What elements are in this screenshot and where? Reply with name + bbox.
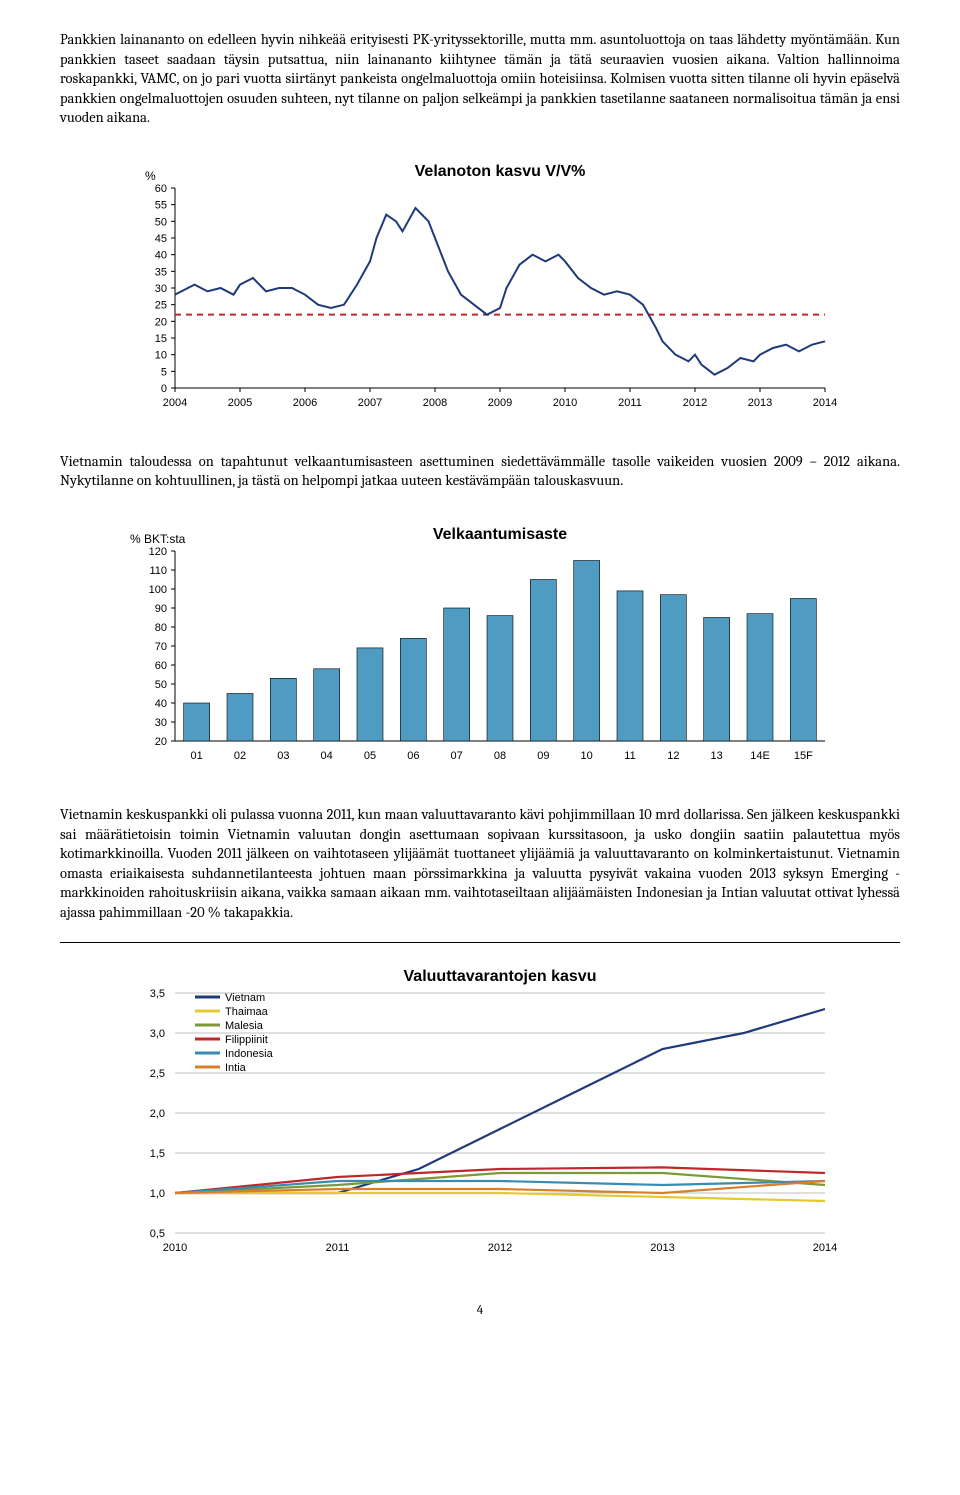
svg-text:05: 05 — [364, 750, 376, 762]
chart1-svg: Velanoton kasvu V/V%% 0 5 10 15 20 25 30 35 40 45 5… — [120, 158, 840, 418]
svg-text:120: 120 — [149, 546, 167, 558]
svg-text:2011: 2011 — [618, 397, 642, 409]
svg-text:60: 60 — [155, 660, 167, 672]
svg-text:80: 80 — [155, 622, 167, 634]
svg-text:100: 100 — [149, 584, 167, 596]
svg-text:2013: 2013 — [650, 1242, 674, 1254]
svg-text:Thaimaa: Thaimaa — [225, 1006, 269, 1018]
svg-text:04: 04 — [321, 750, 333, 762]
svg-text:Vietnam: Vietnam — [225, 992, 265, 1004]
svg-text:06: 06 — [407, 750, 419, 762]
svg-text:09: 09 — [537, 750, 549, 762]
paragraph-1: Pankkien lainananto on edelleen hyvin ni… — [60, 30, 900, 128]
svg-text:14E: 14E — [750, 750, 770, 762]
chart-velanoton-kasvu: Velanoton kasvu V/V%% 0 5 10 15 20 25 30 35 40 45 5… — [60, 148, 900, 428]
svg-text:35: 35 — [155, 266, 167, 278]
svg-text:Indonesia: Indonesia — [225, 1048, 274, 1060]
svg-text:0: 0 — [161, 383, 167, 395]
svg-text:3,5: 3,5 — [150, 988, 165, 1000]
svg-text:2012: 2012 — [683, 397, 707, 409]
svg-text:Filippiinit: Filippiinit — [225, 1034, 268, 1046]
svg-text:2013: 2013 — [748, 397, 772, 409]
svg-text:0,5: 0,5 — [150, 1228, 165, 1240]
svg-text:08: 08 — [494, 750, 506, 762]
svg-text:50: 50 — [155, 679, 167, 691]
svg-text:20: 20 — [155, 736, 167, 748]
svg-text:13: 13 — [711, 750, 723, 762]
svg-text:% BKT:sta: % BKT:sta — [130, 532, 186, 546]
svg-text:30: 30 — [155, 283, 167, 295]
svg-text:Valuuttavarantojen kasvu: Valuuttavarantojen kasvu — [404, 968, 597, 985]
svg-text:45: 45 — [155, 233, 167, 245]
svg-text:2008: 2008 — [423, 397, 447, 409]
svg-text:1,0: 1,0 — [150, 1188, 165, 1200]
svg-text:Velkaantumisaste: Velkaantumisaste — [433, 526, 567, 543]
svg-text:%: % — [145, 169, 156, 183]
svg-text:15: 15 — [155, 333, 167, 345]
svg-text:10: 10 — [581, 750, 593, 762]
svg-text:2010: 2010 — [163, 1242, 187, 1254]
svg-text:Intia: Intia — [225, 1062, 247, 1074]
svg-text:03: 03 — [277, 750, 289, 762]
chart3-svg: Valuuttavarantojen kasvu 0,5 1,0 1,5 2,0 2,5 3… — [120, 963, 840, 1263]
svg-text:40: 40 — [155, 698, 167, 710]
svg-text:5: 5 — [161, 366, 167, 378]
svg-text:2010: 2010 — [553, 397, 577, 409]
svg-text:2,0: 2,0 — [150, 1108, 165, 1120]
svg-text:110: 110 — [149, 565, 167, 577]
svg-text:10: 10 — [155, 349, 167, 361]
chart2-svg: Velkaantumisaste % BKT:sta 20 30 40 50 60 70 80 9… — [120, 521, 840, 771]
paragraph-2: Vietnamin taloudessa on tapahtunut velka… — [60, 452, 900, 491]
svg-text:30: 30 — [155, 717, 167, 729]
svg-text:15F: 15F — [794, 750, 813, 762]
svg-text:20: 20 — [155, 316, 167, 328]
svg-text:Malesia: Malesia — [225, 1020, 264, 1032]
svg-text:2012: 2012 — [488, 1242, 512, 1254]
svg-text:2014: 2014 — [813, 397, 837, 409]
svg-text:55: 55 — [155, 199, 167, 211]
svg-text:1,5: 1,5 — [150, 1148, 165, 1160]
svg-text:2007: 2007 — [358, 397, 382, 409]
svg-text:25: 25 — [155, 299, 167, 311]
svg-text:60: 60 — [155, 183, 167, 195]
svg-text:2004: 2004 — [163, 397, 187, 409]
chart-velkaantumisaste: Velkaantumisaste % BKT:sta 20 30 40 50 60 70 80 9… — [60, 511, 900, 781]
svg-text:2011: 2011 — [326, 1242, 350, 1254]
svg-text:11: 11 — [624, 750, 635, 762]
svg-text:3,0: 3,0 — [150, 1028, 165, 1040]
paragraph-3: Vietnamin keskuspankki oli pulassa vuonn… — [60, 805, 900, 922]
svg-text:50: 50 — [155, 216, 167, 228]
svg-text:2005: 2005 — [228, 397, 252, 409]
svg-text:40: 40 — [155, 249, 167, 261]
svg-text:2006: 2006 — [293, 397, 317, 409]
svg-text:2009: 2009 — [488, 397, 512, 409]
chart-valuuttavarantojen-kasvu: Valuuttavarantojen kasvu 0,5 1,0 1,5 2,0 2,5 3… — [60, 942, 900, 1273]
svg-text:02: 02 — [234, 750, 246, 762]
svg-text:2014: 2014 — [813, 1242, 837, 1254]
svg-text:2,5: 2,5 — [150, 1068, 165, 1080]
svg-text:70: 70 — [155, 641, 167, 653]
svg-text:07: 07 — [451, 750, 463, 762]
svg-text:01: 01 — [191, 750, 203, 762]
svg-text:Velanoton kasvu V/V%: Velanoton kasvu V/V% — [415, 163, 586, 180]
page-number: 4 — [60, 1303, 900, 1318]
svg-text:12: 12 — [667, 750, 679, 762]
svg-text:90: 90 — [155, 603, 167, 615]
